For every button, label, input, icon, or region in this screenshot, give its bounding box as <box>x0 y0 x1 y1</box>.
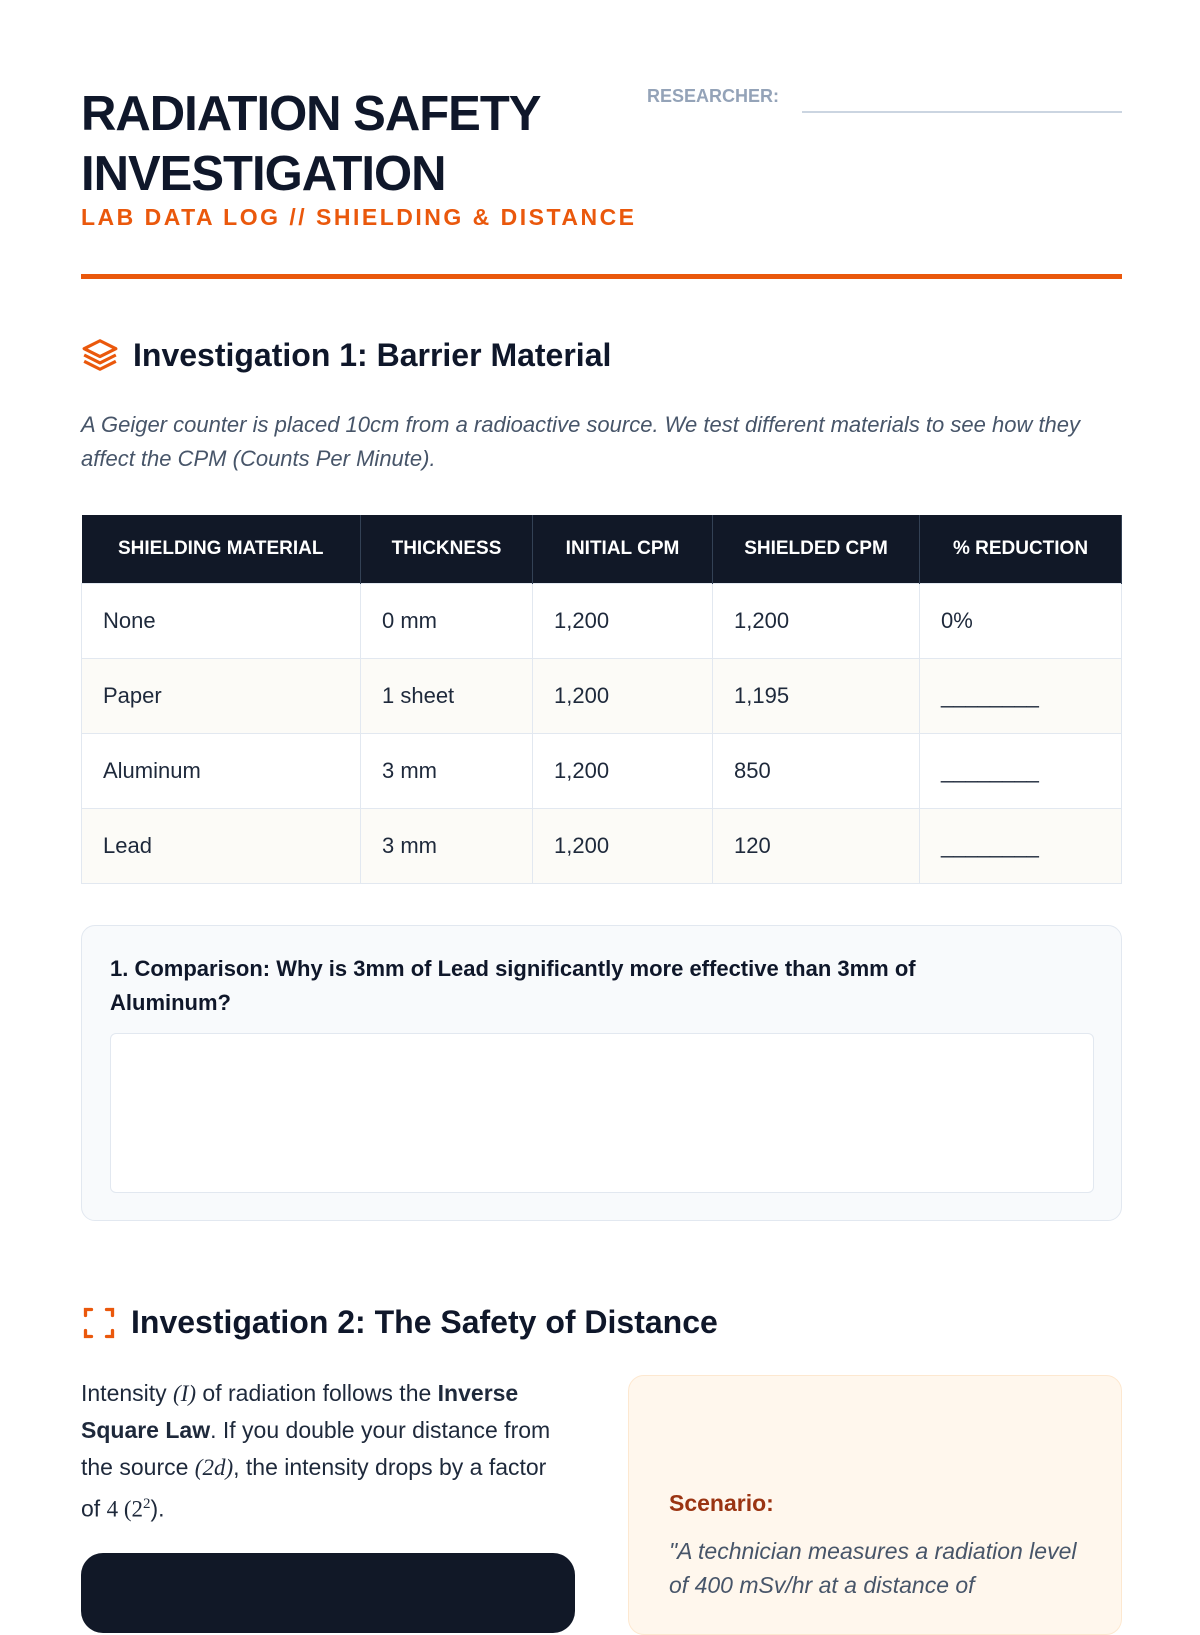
column-header: SHIELDED CPM <box>712 515 920 583</box>
table-cell: 120 <box>712 807 920 884</box>
scenario-text: "A technician measures a radiation level… <box>669 1538 1077 1598</box>
page-title: RADIATION SAFETY INVESTIGATION <box>81 87 541 201</box>
column-header: INITIAL CPM <box>532 515 713 583</box>
table-cell: 850 <box>712 732 920 809</box>
table-row: Lead 3 mm 1,200 120 ________ <box>81 807 1122 884</box>
text: of radiation follows the <box>196 1380 438 1406</box>
table-cell: 1,195 <box>712 657 920 734</box>
table-cell: 1,200 <box>532 732 713 809</box>
table-cell: 3 mm <box>360 732 533 809</box>
column-header: % REDUCTION <box>919 515 1122 583</box>
table-cell: 0% <box>919 582 1122 659</box>
table-row: Paper 1 sheet 1,200 1,195 ________ <box>81 657 1122 734</box>
math-intensity: (I) <box>173 1381 197 1406</box>
section-2-intro: Intensity (I) of radiation follows the I… <box>81 1375 571 1528</box>
researcher-field[interactable] <box>802 111 1122 113</box>
answer-field[interactable] <box>110 1033 1094 1193</box>
section-2-heading: Investigation 2: The Safety of Distance <box>81 1304 718 1341</box>
section-1-title: Investigation 1: Barrier Material <box>133 336 612 373</box>
table-cell[interactable]: ________ <box>919 807 1122 884</box>
table-cell: Lead <box>81 807 361 884</box>
table-header-row: SHIELDING MATERIAL THICKNESS INITIAL CPM… <box>81 515 1122 583</box>
layers-icon <box>82 339 118 371</box>
scenario-card: Scenario: "A technician measures a radia… <box>628 1375 1122 1635</box>
table-cell: Paper <box>81 657 361 734</box>
text: Intensity <box>81 1380 174 1406</box>
table-cell: 1,200 <box>532 807 713 884</box>
question-card: 1. Comparison: Why is 3mm of Lead signif… <box>81 925 1122 1221</box>
table-cell[interactable]: ________ <box>919 732 1122 809</box>
table-cell: 1,200 <box>712 582 920 659</box>
researcher-label: RESEARCHER: <box>647 86 780 106</box>
table-cell: 1,200 <box>532 657 713 734</box>
table-row: None 0 mm 1,200 1,200 0% <box>81 582 1122 659</box>
scan-icon <box>83 1307 115 1338</box>
math-factor: 4 (2 <box>106 1496 143 1522</box>
scenario-label: Scenario: <box>669 1490 774 1516</box>
section-1-intro: A Geiger counter is placed 10cm from a r… <box>81 412 1081 471</box>
text: ). <box>150 1495 165 1522</box>
law-name: Inverse Square Law <box>81 1380 519 1443</box>
column-header: THICKNESS <box>360 515 533 583</box>
table-cell: 1 sheet <box>360 657 533 734</box>
table-row: Aluminum 3 mm 1,200 850 ________ <box>81 732 1122 809</box>
question-text: 1. Comparison: Why is 3mm of Lead signif… <box>110 956 916 1015</box>
page-subtitle: LAB DATA LOG // SHIELDING & DISTANCE <box>81 204 637 230</box>
table-cell: None <box>81 582 361 659</box>
section-2-title: Investigation 2: The Safety of Distance <box>131 1304 718 1340</box>
table-cell: 3 mm <box>360 807 533 884</box>
table-cell: 1,200 <box>532 582 713 659</box>
section-1-heading: Investigation 1: Barrier Material <box>81 336 611 374</box>
formula-card <box>81 1553 575 1633</box>
text: , the intensity drops by a factor of <box>81 1454 547 1522</box>
table-cell[interactable]: ________ <box>919 657 1122 734</box>
header-divider <box>81 274 1122 279</box>
table-cell: 0 mm <box>360 582 533 659</box>
math-distance: (2d) <box>194 1455 234 1480</box>
column-header: SHIELDING MATERIAL <box>81 515 361 583</box>
shielding-table: SHIELDING MATERIAL THICKNESS INITIAL CPM… <box>81 515 1122 884</box>
table-cell: Aluminum <box>81 732 361 809</box>
math-exponent: 2 <box>143 1496 151 1512</box>
text: . If you double your distance from the s… <box>81 1417 551 1480</box>
